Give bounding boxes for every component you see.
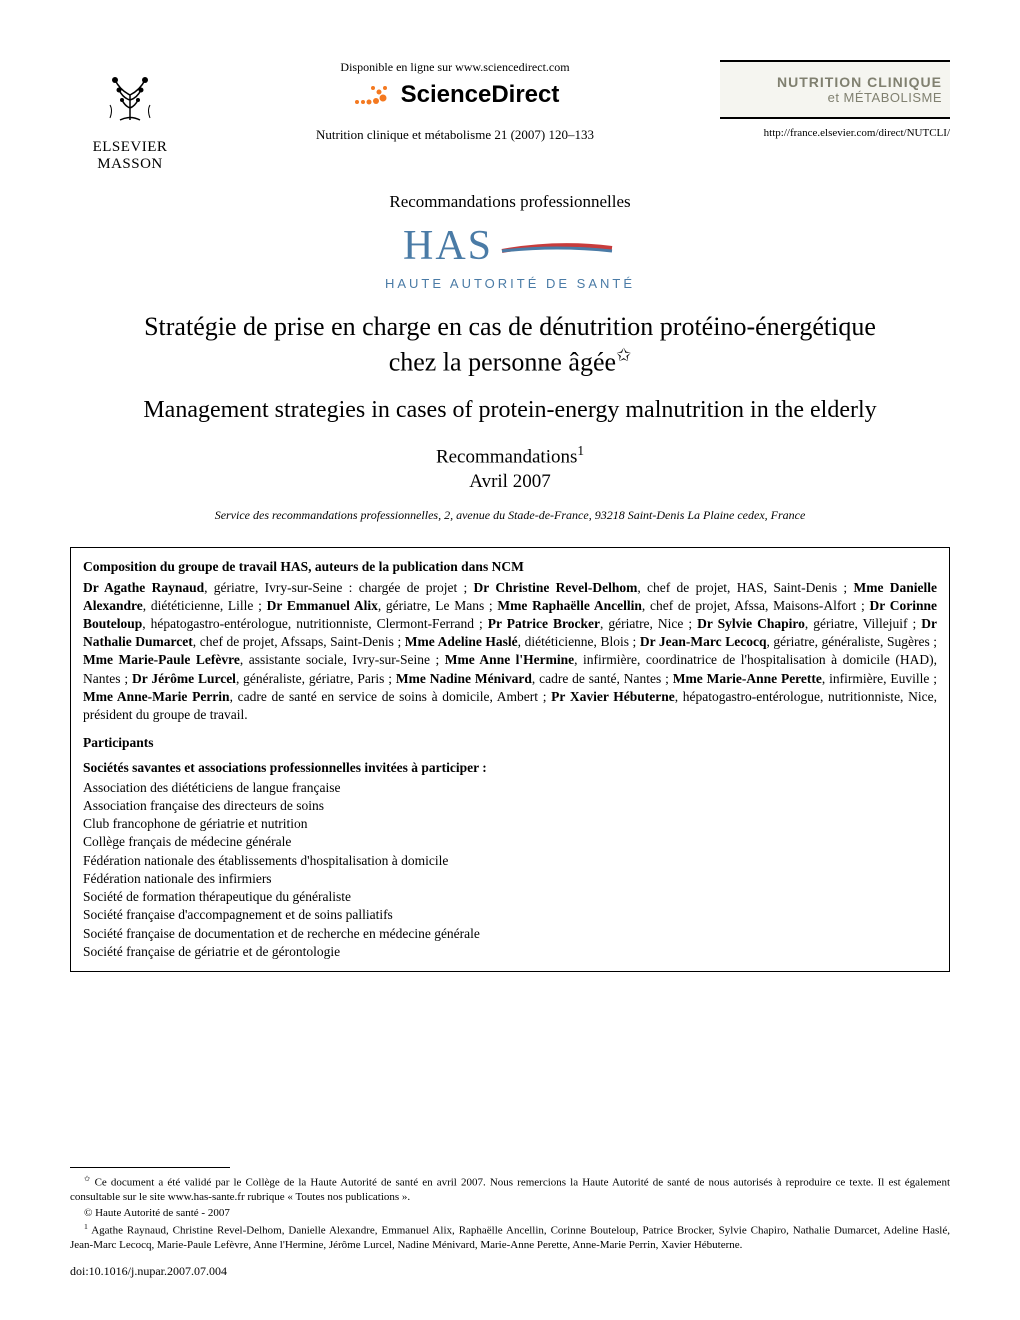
journal-url[interactable]: http://france.elsevier.com/direct/NUTCLI… — [720, 127, 950, 139]
journal-title-main: NUTRITION CLINIQUE — [728, 74, 942, 90]
footnote-rule — [70, 1167, 230, 1168]
subtitle-line1: Recommandations — [436, 446, 577, 467]
composition-box: Composition du groupe de travail HAS, au… — [70, 547, 950, 972]
publisher-block: ELSEVIERMASSON — [70, 60, 190, 172]
footnote-star: ✩ Ce document a été validé par le Collèg… — [70, 1174, 950, 1204]
associations-heading: Sociétés savantes et associations profes… — [83, 759, 937, 777]
sciencedirect-dots-icon — [351, 82, 391, 108]
footnotes-block: ✩ Ce document a été validé par le Collèg… — [70, 1167, 950, 1280]
footnote-1: 1 Agathe Raynaud, Christine Revel-Delhom… — [70, 1222, 950, 1252]
article-title-en: Management strategies in cases of protei… — [70, 397, 950, 424]
affiliation: Service des recommandations professionne… — [70, 508, 950, 523]
header-row: ELSEVIERMASSON Disponible en ligne sur w… — [70, 60, 950, 172]
title-fr-line2: chez la personne âgée — [389, 347, 616, 376]
center-header-block: Disponible en ligne sur www.sciencedirec… — [190, 60, 720, 143]
association-item: Collège français de médecine générale — [83, 833, 937, 851]
title-star-icon: ✩ — [616, 345, 631, 365]
association-item: Société française de documentation et de… — [83, 925, 937, 943]
title-fr-line1: Stratégie de prise en charge en cas de d… — [144, 312, 876, 341]
sciencedirect-wordmark: ScienceDirect — [401, 81, 560, 108]
journal-block: NUTRITION CLINIQUE et MÉTABOLISME http:/… — [720, 60, 950, 139]
has-swoosh-icon — [497, 243, 617, 253]
participants-heading: Participants — [83, 734, 937, 752]
section-label: Recommandations professionnelles — [70, 192, 950, 212]
has-logo: HAS — [70, 222, 950, 270]
footnote-star-text: Ce document a été validé par le Collège … — [70, 1176, 950, 1202]
association-item: Société française de gériatrie et de gér… — [83, 943, 937, 961]
association-item: Fédération nationale des établissements … — [83, 852, 937, 870]
association-item: Club francophone de gériatrie et nutriti… — [83, 815, 937, 833]
has-acronym: HAS — [403, 222, 493, 270]
publisher-name: ELSEVIERMASSON — [70, 139, 190, 172]
association-item: Association des diététiciens de langue f… — [83, 779, 937, 797]
association-item: Société française d'accompagnement et de… — [83, 906, 937, 924]
association-item: Société de formation thérapeutique du gé… — [83, 888, 937, 906]
sciencedirect-logo: ScienceDirect — [351, 81, 560, 109]
has-full-name: HAUTE AUTORITÉ DE SANTÉ — [70, 276, 950, 291]
box-heading: Composition du groupe de travail HAS, au… — [83, 558, 937, 576]
doi: doi:10.1016/j.nupar.2007.07.004 — [70, 1264, 950, 1280]
elsevier-tree-icon — [95, 60, 165, 130]
footnote-1-text: Agathe Raynaud, Christine Revel-Delhom, … — [70, 1225, 950, 1251]
journal-citation: Nutrition clinique et métabolisme 21 (20… — [210, 127, 700, 143]
subtitle-line2: Avril 2007 — [469, 471, 550, 492]
journal-title-box: NUTRITION CLINIQUE et MÉTABOLISME — [720, 60, 950, 119]
online-availability-text: Disponible en ligne sur www.sciencedirec… — [210, 60, 700, 75]
association-item: Fédération nationale des infirmiers — [83, 870, 937, 888]
authors-paragraph: Dr Agathe Raynaud, gériatre, Ivry-sur-Se… — [83, 579, 937, 725]
article-title-fr: Stratégie de prise en charge en cas de d… — [70, 311, 950, 379]
associations-list: Association des diététiciens de langue f… — [83, 779, 937, 961]
association-item: Association française des directeurs de … — [83, 797, 937, 815]
footnote-marker-1: 1 — [577, 443, 584, 458]
journal-title-sub: et MÉTABOLISME — [728, 90, 942, 105]
footnote-copyright: © Haute Autorité de santé - 2007 — [70, 1206, 950, 1220]
article-subtitle: Recommandations1 Avril 2007 — [70, 442, 950, 495]
